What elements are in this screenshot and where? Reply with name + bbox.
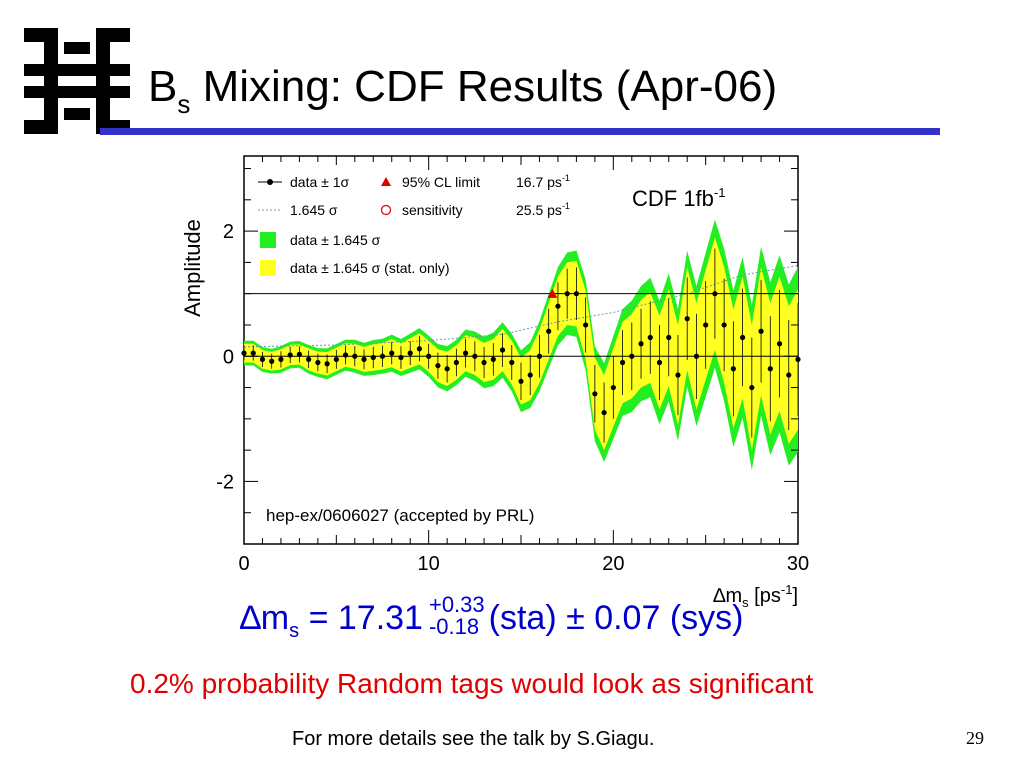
fermilab-logo-icon — [24, 28, 130, 134]
data-point — [379, 353, 386, 359]
data-point — [629, 353, 635, 359]
data-point — [499, 347, 506, 353]
legend-marker-yellow — [260, 260, 276, 276]
legend-value-sensitivity: 25.5 ps-1 — [516, 201, 570, 218]
data-point — [693, 353, 700, 359]
data-point — [721, 322, 727, 328]
data-point — [352, 353, 358, 359]
data-point — [287, 352, 293, 358]
data-point — [740, 334, 746, 341]
data-point — [509, 359, 515, 366]
data-point — [536, 353, 543, 359]
data-point — [786, 372, 792, 378]
legend-marker-limit — [381, 177, 391, 186]
data-point — [389, 350, 395, 356]
page-number: 29 — [966, 728, 984, 748]
y-tick-label: -2 — [216, 471, 234, 493]
data-point — [749, 384, 755, 391]
legend-label-sensitivity: sensitivity — [402, 202, 463, 218]
data-point — [647, 334, 653, 341]
x-axis-label: ∆ms [ps-1] — [713, 582, 798, 610]
data-point — [481, 359, 487, 366]
legend-label-yellow: data ± 1.645 σ (stat. only) — [290, 260, 450, 276]
significance-note: 0.2% probability Random tags would look … — [130, 668, 814, 699]
cdf-tag: CDF 1fb-1 — [632, 185, 725, 211]
legend-marker-sensitivity — [380, 204, 392, 216]
data-point — [573, 291, 579, 297]
data-point — [370, 354, 376, 361]
data-point — [361, 356, 367, 362]
data-point — [712, 291, 718, 297]
data-point — [703, 322, 709, 328]
data-point — [416, 346, 423, 352]
data-point — [333, 356, 339, 362]
data-point — [546, 328, 552, 334]
data-point — [296, 351, 302, 357]
data-point — [324, 361, 330, 367]
title-divider — [100, 128, 940, 135]
data-point — [555, 303, 561, 309]
data-point — [684, 316, 690, 322]
data-point — [490, 356, 496, 362]
data-point — [444, 366, 450, 372]
data-point — [250, 350, 256, 356]
x-tick-label: 10 — [418, 553, 440, 575]
data-point — [407, 350, 413, 356]
x-tick-label: 20 — [602, 553, 624, 575]
data-point — [259, 356, 266, 362]
x-tick-label: 30 — [787, 553, 809, 575]
footer-text: For more details see the talk by S.Giagu… — [292, 728, 655, 750]
data-point — [278, 356, 284, 362]
data-point — [583, 322, 589, 328]
data-point — [518, 378, 524, 384]
limit-marker — [547, 288, 558, 298]
data-point — [398, 354, 404, 361]
slide-title: Bs Mixing: CDF Results (Apr-06) — [148, 62, 778, 119]
data-points-layer — [241, 248, 801, 443]
data-point — [453, 359, 459, 366]
data-point — [435, 363, 441, 369]
data-point — [601, 409, 607, 416]
data-point — [269, 358, 275, 364]
data-point — [795, 356, 801, 362]
legend-label-limit: 95% CL limit — [402, 174, 480, 190]
result-formula: ∆ms = 17.31 +0.33 -0.18 (sta) ± 0.07 (sys) — [240, 592, 744, 642]
data-point — [426, 353, 432, 359]
y-tick-label: 2 — [223, 221, 234, 243]
data-point — [610, 384, 616, 391]
data-point — [675, 372, 681, 378]
legend-marker-green — [260, 232, 276, 248]
data-point — [472, 353, 478, 359]
data-point — [527, 372, 533, 378]
legend-label-green: data ± 1.645 σ — [290, 232, 381, 248]
data-point — [241, 350, 247, 356]
data-point — [730, 366, 736, 372]
legend-label-data: data ± 1σ — [290, 174, 349, 190]
data-point — [767, 366, 773, 372]
data-point — [306, 356, 312, 362]
data-point — [619, 359, 626, 366]
legend-value-limit: 16.7 ps-1 — [516, 173, 570, 190]
data-point — [656, 359, 663, 366]
legend-label-sens-curve: 1.645 σ — [290, 202, 338, 218]
data-point — [564, 291, 570, 297]
y-tick-label: 0 — [223, 346, 234, 368]
legend: data ± 1σ 1.645 σ data ± 1.645 σ data ± … — [258, 173, 570, 276]
data-point — [666, 334, 672, 341]
data-point — [315, 359, 321, 366]
x-tick-label: 0 — [238, 553, 249, 575]
data-point — [342, 352, 349, 358]
data-point — [776, 341, 783, 347]
data-point — [758, 328, 764, 334]
data-point — [463, 350, 469, 356]
data-point — [638, 341, 644, 347]
y-axis-label: Amplitude — [180, 219, 205, 317]
result-errors: +0.33 -0.18 — [428, 592, 485, 639]
data-point — [592, 391, 598, 397]
reference-label: hep-ex/0606027 (accepted by PRL) — [266, 506, 534, 525]
